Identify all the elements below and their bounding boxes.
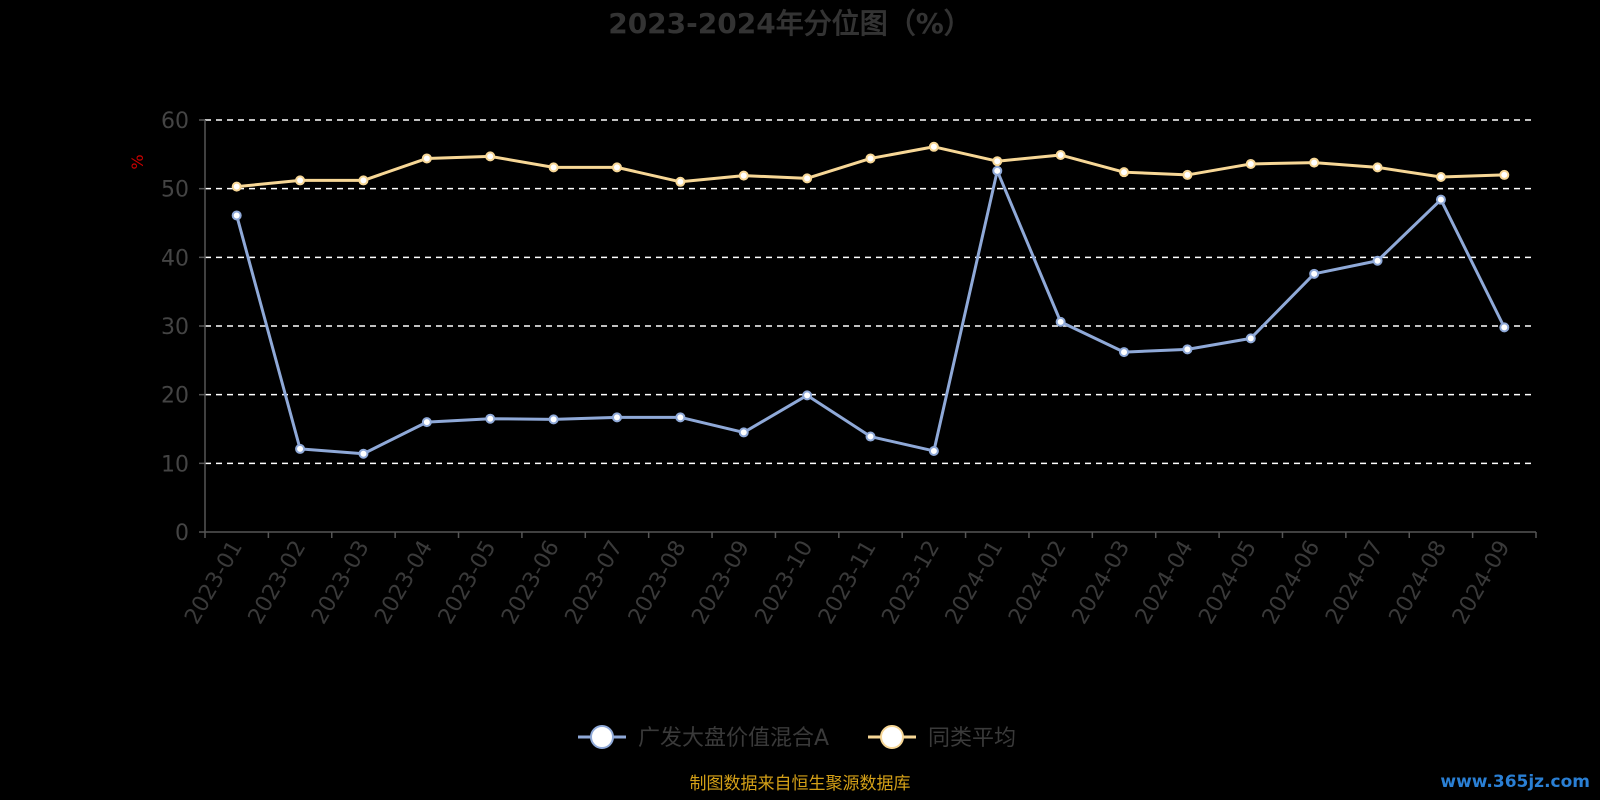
x-tick-label: 2024-01 [941, 537, 1009, 629]
x-tick-label: 2024-08 [1385, 537, 1453, 629]
data-point[interactable] [1435, 194, 1446, 205]
x-tick-label: 2024-02 [1004, 537, 1072, 629]
data-point[interactable] [358, 175, 369, 186]
x-tick-label: 2024-09 [1448, 537, 1516, 629]
data-point[interactable] [1372, 162, 1383, 173]
data-point[interactable] [738, 170, 749, 181]
x-tick-label: 2023-08 [624, 537, 692, 629]
data-point[interactable] [1372, 255, 1383, 266]
data-point[interactable] [928, 141, 939, 152]
legend-label: 同类平均 [928, 726, 1016, 751]
legend-item-2[interactable]: 同类平均 [868, 725, 1016, 751]
x-tick-label: 2023-01 [180, 537, 248, 629]
data-point[interactable] [548, 414, 559, 425]
data-point[interactable] [1182, 344, 1193, 355]
y-tick-label: 60 [161, 109, 189, 134]
data-point[interactable] [992, 165, 1003, 176]
x-tick-label: 2024-06 [1258, 537, 1326, 629]
data-point[interactable] [358, 448, 369, 459]
data-point[interactable] [231, 210, 242, 221]
x-tick-label: 2023-12 [877, 537, 945, 629]
data-point[interactable] [1055, 150, 1066, 161]
x-tick-label: 2023-02 [244, 537, 312, 629]
data-point[interactable] [485, 151, 496, 162]
data-point[interactable] [802, 390, 813, 401]
axes [199, 119, 1537, 538]
data-point[interactable] [1119, 167, 1130, 178]
x-tick-label: 2023-06 [497, 537, 565, 629]
y-tick-labels: 0 10 20 30 40 50 60 [161, 109, 189, 546]
grid-lines [205, 119, 1536, 465]
series-2 [231, 141, 1510, 192]
y-tick-label: 10 [161, 452, 189, 477]
data-point[interactable] [1499, 322, 1510, 333]
data-point[interactable] [1499, 169, 1510, 180]
legend-swatch-marker [880, 725, 904, 749]
x-tick-label: 2024-03 [1068, 537, 1136, 629]
data-point[interactable] [485, 413, 496, 424]
data-point[interactable] [1055, 316, 1066, 327]
y-axis-label: % [128, 154, 147, 169]
x-tick-label: 2023-10 [751, 537, 819, 629]
data-point[interactable] [675, 412, 686, 423]
x-tick-label: 2023-05 [434, 537, 502, 629]
data-point[interactable] [992, 156, 1003, 167]
data-point[interactable] [865, 153, 876, 164]
x-tick-label: 2023-04 [370, 537, 438, 629]
series-1 [231, 165, 1510, 459]
x-tick-label: 2023-09 [687, 537, 755, 629]
y-tick-label: 40 [161, 246, 189, 271]
data-point[interactable] [1119, 347, 1130, 358]
x-tick-label: 2023-11 [814, 537, 882, 629]
data-point[interactable] [1435, 171, 1446, 182]
data-point[interactable] [548, 162, 559, 173]
x-tick-label: 2023-07 [561, 537, 629, 629]
data-point[interactable] [1245, 333, 1256, 344]
legend-swatch-marker [590, 725, 614, 749]
legend-label: 广发大盘价值混合A [638, 726, 829, 751]
data-point[interactable] [421, 153, 432, 164]
x-tick-label: 2024-05 [1194, 537, 1262, 629]
data-point[interactable] [1309, 157, 1320, 168]
y-tick-label: 0 [175, 521, 189, 546]
y-tick-label: 20 [161, 384, 189, 409]
x-tick-label: 2023-03 [307, 537, 375, 629]
data-point[interactable] [611, 412, 622, 423]
data-point[interactable] [231, 181, 242, 192]
x-tick-label: 2024-04 [1131, 537, 1199, 629]
data-point[interactable] [928, 445, 939, 456]
y-tick-label: 50 [161, 178, 189, 203]
data-point[interactable] [295, 443, 306, 454]
x-tick-label: 2024-07 [1321, 537, 1389, 629]
y-tick-label: 30 [161, 315, 189, 340]
x-tick-labels: 2023-012023-022023-032023-042023-052023-… [180, 537, 1515, 629]
data-point[interactable] [1182, 169, 1193, 180]
data-point[interactable] [421, 417, 432, 428]
data-point[interactable] [1309, 268, 1320, 279]
watermark: www.365jz.com [1440, 772, 1590, 792]
series-lines [231, 141, 1510, 459]
data-point[interactable] [1245, 158, 1256, 169]
legend-item-1[interactable]: 广发大盘价值混合A [578, 725, 829, 751]
data-point[interactable] [802, 173, 813, 184]
data-point[interactable] [865, 431, 876, 442]
data-source-note: 制图数据来自恒生聚源数据库 [690, 774, 911, 794]
data-point[interactable] [295, 175, 306, 186]
legend[interactable]: 广发大盘价值混合A 同类平均 [578, 725, 1016, 751]
series-line [235, 169, 1506, 456]
data-point[interactable] [738, 427, 749, 438]
data-point[interactable] [611, 162, 622, 173]
data-point[interactable] [675, 176, 686, 187]
chart-title: 2023-2024年分位图（%） [608, 7, 972, 40]
